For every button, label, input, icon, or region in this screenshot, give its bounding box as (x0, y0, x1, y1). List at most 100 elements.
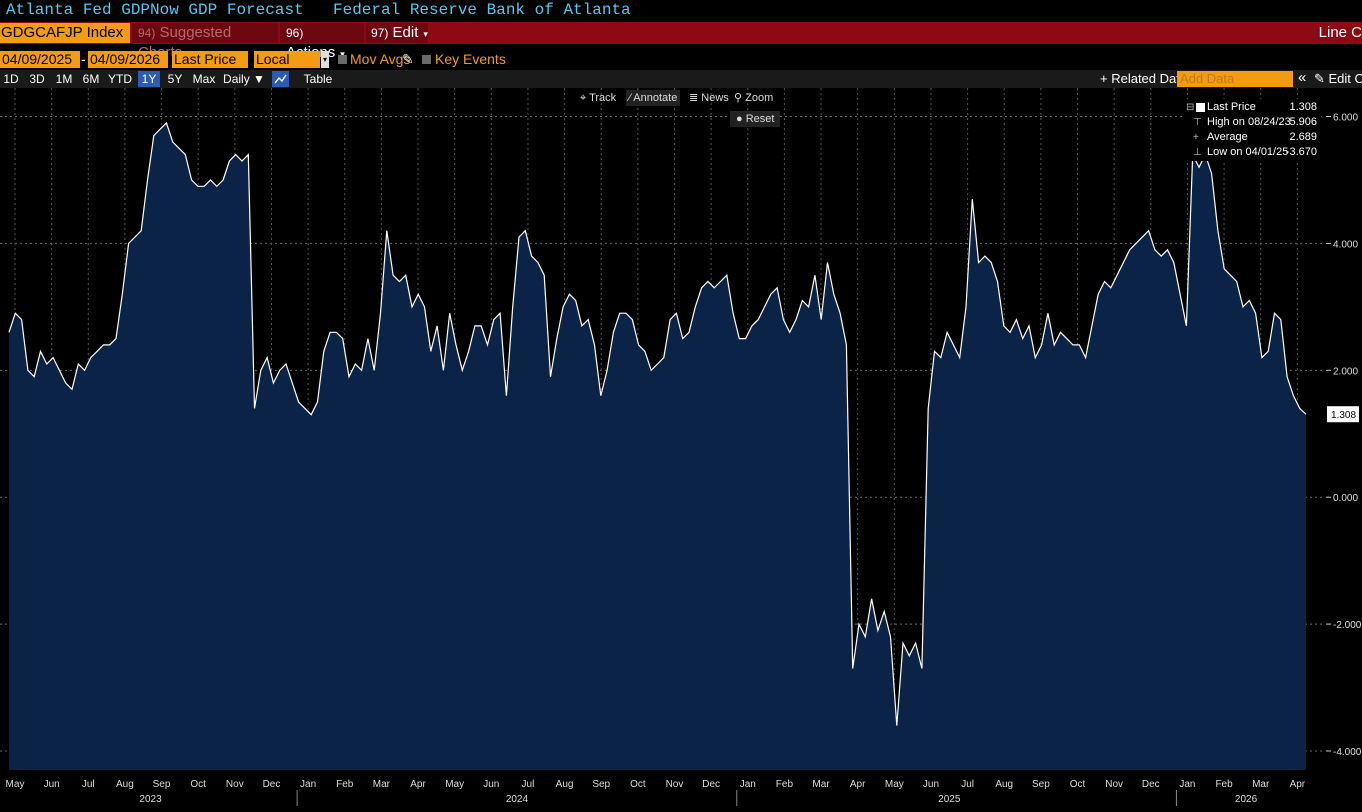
x-tick-label: Oct (1070, 779, 1086, 790)
x-tick-label: Feb (776, 779, 794, 790)
x-tick-label: Jul (522, 779, 535, 790)
range-5y[interactable]: 5Y (167, 72, 183, 86)
x-axis: May Jun Jul Aug Sep Oct Nov Dec Jan Feb Mar Apr May J… (0, 770, 1362, 812)
suggested-number: 94) (138, 26, 156, 40)
key-events-checkbox[interactable] (422, 55, 431, 64)
pencil-icon[interactable]: ✎ (402, 51, 414, 67)
x-tick-label: Aug (116, 779, 134, 790)
reset-label: Reset (745, 113, 775, 125)
date-separator: - (81, 51, 86, 67)
x-tick-label: Aug (556, 779, 574, 790)
start-date-field[interactable]: 04/09/2025 (0, 51, 80, 82)
x-tick-label: Apr (1290, 779, 1306, 790)
news-icon: ≣ (689, 92, 699, 104)
x-tick-label: Nov (1105, 779, 1123, 790)
edit-chart-button[interactable]: ✎ Edit Ch (1314, 71, 1362, 87)
x-tick-label: Apr (850, 779, 866, 790)
collapse-icon[interactable]: « (1298, 69, 1307, 86)
x-tick-label: Jun (483, 779, 499, 790)
x-tick-label: Dec (263, 779, 281, 790)
x-tick-label: Feb (1215, 779, 1233, 790)
pen-icon: ⁄ (629, 92, 631, 104)
annotate-button[interactable]: ⁄ Annotate (626, 90, 681, 106)
x-tick-label: Dec (1142, 779, 1160, 790)
chevron-down-icon: ▾ (340, 49, 345, 59)
edit-chart-label: Edit Ch (1328, 71, 1362, 86)
source-title: Federal Reserve Bank of Atlanta (333, 1, 631, 19)
track-button[interactable]: ⌖ Track (580, 90, 616, 106)
legend-last-price-label: Last Price (1207, 101, 1256, 113)
y-tick-label: 0.000 (1333, 493, 1358, 504)
crosshair-icon: ⌖ (580, 92, 587, 104)
x-tick-label: Sep (592, 779, 610, 790)
x-tick-label: Feb (336, 779, 354, 790)
reset-icon: ● (736, 113, 743, 125)
end-date-value: 04/09/2026 (90, 51, 161, 67)
frequency-select[interactable]: Daily ▼ (223, 72, 265, 86)
series-area (9, 122, 1306, 770)
y-tick-label: -2.000 (1333, 620, 1362, 631)
add-data-input[interactable]: Add Data (1177, 71, 1293, 87)
key-events-label[interactable]: Key Events (435, 51, 506, 67)
legend-low: ⊥ Low on 04/01/25 -3.670 (1183, 145, 1321, 160)
year-label: 2024 (506, 794, 529, 805)
x-tick-label: Jun (923, 779, 939, 790)
range-bar: 1D 3D 1M 6M YTD 1Y 5Y Max Daily ▼ Table … (0, 70, 1362, 88)
chevron-down-icon[interactable]: ▾ (321, 51, 329, 68)
zoom-label: Zoom (745, 92, 774, 104)
x-tick-label: Nov (666, 779, 684, 790)
range-ytd[interactable]: YTD (108, 72, 132, 86)
x-tick-label: Sep (1032, 779, 1050, 790)
mov-avgs-label[interactable]: Mov Avgs (350, 51, 411, 67)
legend-last-price[interactable]: ⊟ Last Price 1.308 (1183, 100, 1321, 115)
low-marker-icon: ⊥ (1193, 147, 1202, 158)
range-1d[interactable]: 1D (3, 72, 19, 86)
legend-average: + Average 2.689 (1183, 130, 1321, 145)
y-tick-label: 6.000 (1333, 113, 1358, 124)
field-select[interactable]: Last Price (172, 51, 248, 68)
magnifier-icon: ⚲ (734, 92, 743, 104)
x-tick-label: Jan (300, 779, 316, 790)
average-marker-icon: + (1193, 132, 1199, 143)
mov-avgs-checkbox[interactable] (338, 55, 347, 64)
actions-number: 96) (286, 26, 304, 40)
edit-label: Edit (392, 24, 419, 41)
y-tick-label: -4.000 (1333, 747, 1362, 758)
reset-button[interactable]: ● Reset (730, 111, 781, 127)
news-button[interactable]: ≣ News (689, 90, 729, 106)
frequency-label: Daily (223, 72, 250, 86)
news-label: News (701, 92, 729, 104)
chart-type-label[interactable]: Line C (1318, 24, 1362, 41)
suggested-charts-button[interactable]: 94) Suggested Charts▾ (132, 23, 278, 61)
ticker-input[interactable]: GDGCAFJP Index (0, 23, 130, 43)
range-max[interactable]: Max (192, 72, 216, 86)
chevron-down-icon: ▾ (423, 29, 428, 39)
edit-button[interactable]: 97) Edit ▾ (366, 23, 428, 43)
start-date-value: 04/09/2025 (2, 51, 73, 67)
legend-average-value: 2.689 (1289, 131, 1317, 143)
last-value-tag (1327, 406, 1359, 423)
y-tick-label: 2.000 (1333, 366, 1358, 377)
legend-high-label: High on 08/24/23 (1207, 116, 1291, 128)
edit-number: 97) (371, 26, 389, 40)
range-3d[interactable]: 3D (29, 72, 45, 86)
x-tick-label: Jun (44, 779, 60, 790)
expand-icon[interactable]: ⊟ (1186, 102, 1195, 113)
range-6m[interactable]: 6M (82, 72, 100, 86)
related-data-button[interactable]: + Related Data (1100, 71, 1188, 86)
year-label: 2025 (938, 794, 961, 805)
table-button[interactable]: Table (303, 72, 333, 86)
range-1m[interactable]: 1M (55, 72, 73, 86)
x-tick-label: Apr (410, 779, 426, 790)
range-1y[interactable]: 1Y (138, 71, 160, 87)
x-tick-label: Jan (1179, 779, 1195, 790)
zoom-button[interactable]: ⚲ Zoom (734, 90, 773, 106)
x-axis-band (0, 770, 1362, 812)
series-swatch (1196, 103, 1205, 112)
line-chart-icon[interactable] (272, 71, 289, 87)
year-label: 2026 (1235, 794, 1258, 805)
x-tick-label: Jul (961, 779, 974, 790)
annotate-label: Annotate (633, 92, 678, 104)
track-label: Track (589, 92, 617, 104)
